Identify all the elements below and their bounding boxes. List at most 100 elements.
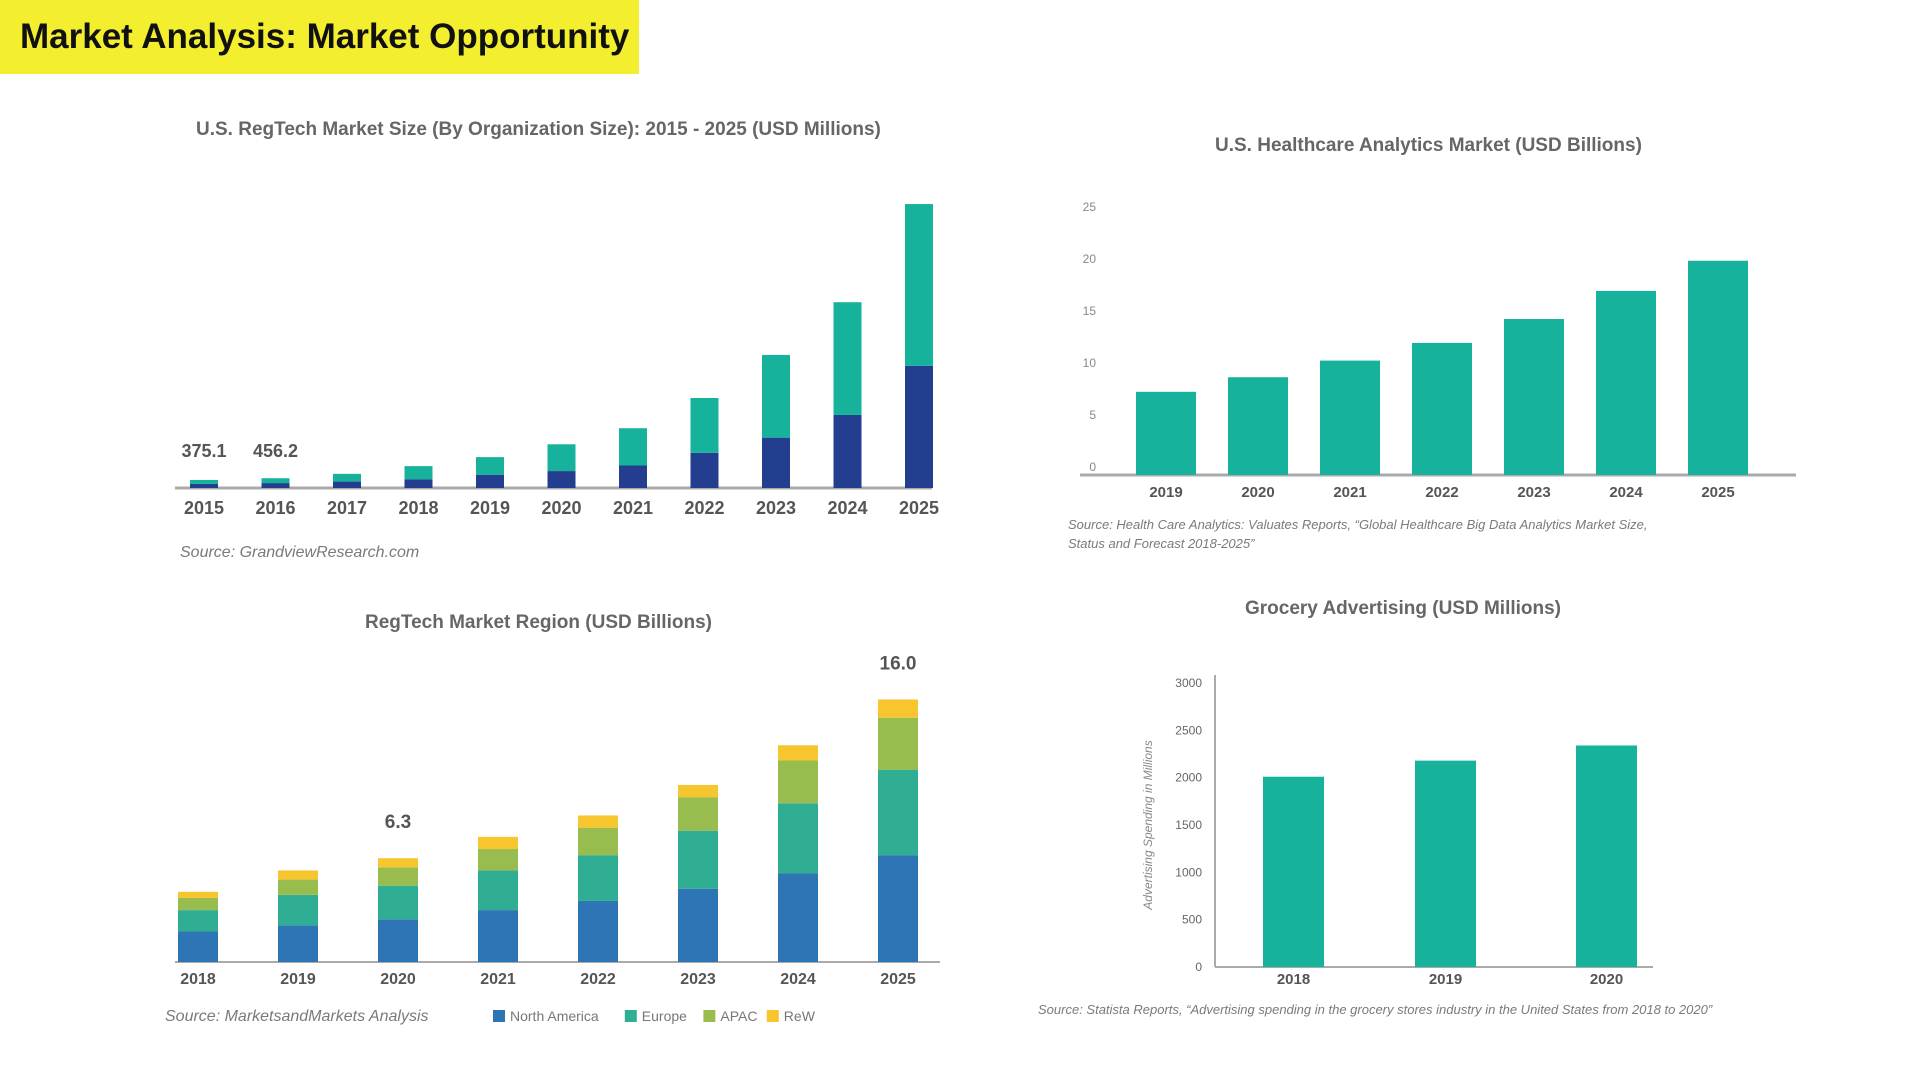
chart1-bar-2018-sme [404, 466, 433, 480]
chart3-bar-2023-apac [678, 797, 718, 831]
chart4-ytick-1500: 1500 [1175, 818, 1202, 832]
chart3-title: RegTech Market Region (USD Billions) [365, 612, 712, 633]
chart1-bar-2015-sme [190, 479, 218, 484]
chart4-ytick-2000: 2000 [1175, 771, 1202, 785]
chart2-source-line2: Status and Forecast 2018-2025” [1068, 536, 1255, 551]
regtech-org-size-chart: 2015 2016 2017 2018 2019 2020 2021 2022 2023 2024… [175, 204, 939, 518]
chart1-bar-2019-sme [476, 457, 504, 475]
chart3-legend-label-north-america: North America [510, 1008, 599, 1024]
chart1-tick-2022: 2022 [684, 498, 724, 518]
chart3-tick-2022: 2022 [580, 971, 616, 988]
chart4-ytick-500: 500 [1182, 913, 1202, 927]
chart3-bar-2019-rew [278, 870, 318, 880]
chart3-legend-label-europe: Europe [642, 1008, 687, 1024]
chart3-bar-2024-europe [778, 803, 818, 874]
chart3-tick-2025: 2025 [880, 971, 916, 988]
chart1-bar-2015-large [190, 483, 218, 488]
chart1-tick-2015: 2015 [184, 498, 224, 518]
chart3-bar-2022-rew [578, 815, 618, 828]
chart3-legend-label-rew: ReW [784, 1008, 816, 1024]
chart1-bar-2024-large [833, 414, 862, 488]
chart2-title: U.S. Healthcare Analytics Market (USD Bi… [1215, 135, 1642, 156]
chart2-bar-2025 [1688, 260, 1748, 475]
chart3-bar-2021-rew [478, 836, 518, 850]
chart3-bar-2024-apac [778, 760, 818, 804]
chart3-bar-2022-europe [578, 855, 618, 901]
chart4-ytick-0: 0 [1195, 960, 1202, 974]
chart1-bar-2016-large [261, 483, 290, 488]
chart3-bar-2022-north-america [578, 900, 618, 962]
chart2-bar-2024 [1596, 290, 1656, 475]
chart1-bar-2020-large [547, 471, 576, 488]
chart3-bar-2023-rew [678, 784, 718, 798]
chart4-bar-2020 [1576, 745, 1637, 967]
chart1-tick-2023: 2023 [756, 498, 796, 518]
chart1-bar-2021-sme [619, 428, 647, 466]
chart1-bar-2024-sme [833, 302, 862, 415]
chart3-source: Source: MarketsandMarkets Analysis [165, 1008, 429, 1025]
slide-title-banner: Market Analysis: Market Opportunity [0, 0, 639, 74]
chart3-legend-swatch-apac [703, 1010, 716, 1022]
chart2-bar-2020 [1228, 377, 1288, 475]
chart4-title: Grocery Advertising (USD Millions) [1245, 598, 1562, 619]
chart2-ytick-20: 20 [1083, 252, 1097, 266]
chart3-tick-2023: 2023 [680, 971, 716, 988]
chart1-bar-2019-large [476, 474, 504, 488]
chart4-tick-2018: 2018 [1277, 971, 1310, 988]
chart4-bar-2018 [1263, 776, 1324, 967]
chart1-source: Source: GrandviewResearch.com [180, 544, 420, 561]
chart3-bar-2020-apac [378, 867, 418, 886]
chart1-bar-2017-sme [333, 473, 361, 482]
chart3-bar-2018-rew [178, 891, 218, 898]
chart2-tick-2023: 2023 [1517, 484, 1550, 501]
chart3-bar-2021-apac [478, 849, 518, 871]
chart4-source: Source: Statista Reports, “Advertising s… [1038, 1002, 1713, 1017]
chart3-bar-2018-north-america [178, 931, 218, 962]
chart2-tick-2019: 2019 [1149, 484, 1182, 501]
chart4-ytick-2500: 2500 [1175, 723, 1202, 737]
chart4-tick-2019: 2019 [1429, 971, 1462, 988]
chart1-tick-2017: 2017 [327, 498, 367, 518]
chart3-tick-2024: 2024 [780, 971, 816, 988]
chart3-bar-2021-europe [478, 870, 518, 911]
chart3-bar-2019-europe [278, 894, 318, 926]
chart3-bar-2023-europe [678, 830, 718, 889]
chart2-tick-2024: 2024 [1609, 484, 1643, 501]
chart1-bar-2016-sme [261, 478, 290, 484]
chart1-tick-2019: 2019 [470, 498, 510, 518]
chart1-bar-2022-sme [690, 398, 719, 453]
chart1-bar-2023-large [762, 437, 790, 488]
chart2-tick-2021: 2021 [1333, 484, 1366, 501]
chart1-bar-2025-sme [905, 204, 933, 366]
chart3-label-2025: 16.0 [880, 653, 917, 674]
chart1-tick-2016: 2016 [255, 498, 295, 518]
chart3-bar-2019-north-america [278, 925, 318, 962]
chart3-bar-2025-europe [878, 769, 918, 856]
chart1-label-2016: 456.2 [253, 441, 298, 461]
chart4-y-axis-label: Advertising Spending in Millions [1141, 740, 1155, 910]
chart2-ytick-5: 5 [1089, 408, 1096, 422]
chart4-tick-2020: 2020 [1590, 971, 1623, 988]
chart2-tick-2025: 2025 [1701, 484, 1734, 501]
slide-title: Market Analysis: Market Opportunity [20, 17, 630, 56]
chart3-label-2020: 6.3 [385, 812, 411, 833]
chart1-tick-2021: 2021 [613, 498, 653, 518]
chart3-bar-2020-north-america [378, 919, 418, 962]
chart4-bar-2019 [1415, 760, 1476, 967]
chart2-bar-2022 [1412, 342, 1472, 475]
chart3-bar-2018-apac [178, 897, 218, 911]
chart1-bar-2020-sme [547, 444, 576, 472]
chart2-bar-2023 [1504, 319, 1564, 475]
chart1-bar-2025-large [905, 365, 933, 488]
chart3-tick-2020: 2020 [380, 971, 416, 988]
chart3-tick-2019: 2019 [280, 971, 316, 988]
chart2-tick-2022: 2022 [1425, 484, 1458, 501]
chart3-bar-2022-apac [578, 827, 618, 856]
chart1-tick-2018: 2018 [398, 498, 438, 518]
chart1-title: U.S. RegTech Market Size (By Organizatio… [196, 119, 881, 140]
chart2-ytick-25: 25 [1083, 200, 1097, 214]
chart3-legend-label-apac: APAC [720, 1008, 757, 1024]
chart3-bar-2018-europe [178, 910, 218, 932]
chart3-bar-2024-north-america [778, 873, 818, 962]
chart3-tick-2021: 2021 [480, 971, 516, 988]
